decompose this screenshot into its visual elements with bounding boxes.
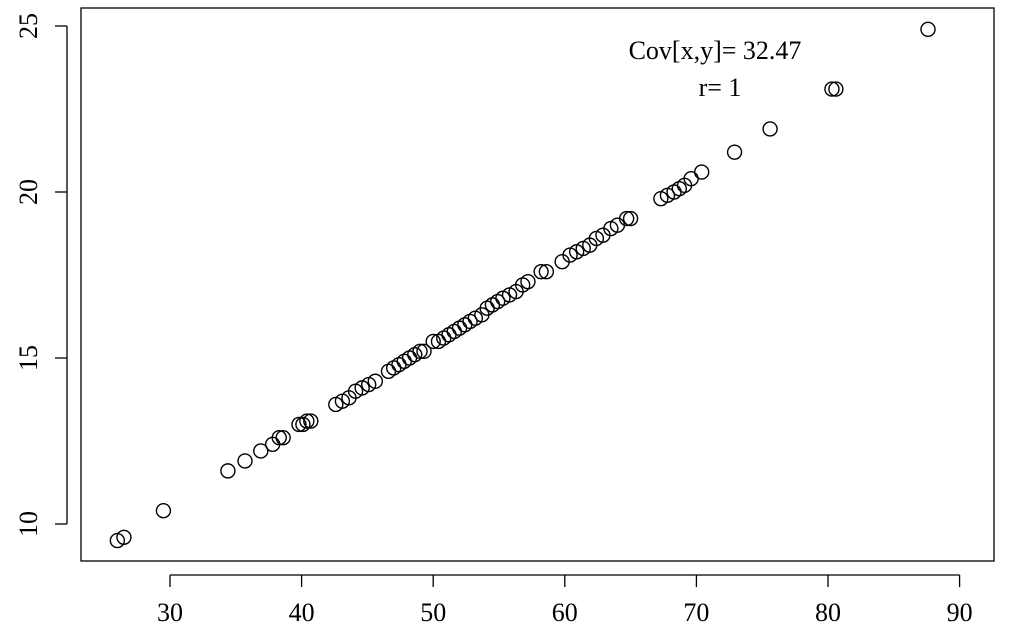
y-axis: 10 15 20 25 [14, 13, 68, 537]
covariance-annotation: Cov[x,y]= 32.47 [629, 36, 802, 65]
data-point [401, 350, 418, 366]
data-point [412, 343, 428, 360]
data-point [618, 210, 635, 227]
data-point [116, 529, 132, 545]
y-tick-label: 20 [14, 179, 43, 205]
data-point [762, 121, 778, 137]
x-tick-label: 90 [947, 598, 973, 627]
data-point [391, 356, 407, 373]
data-point [380, 363, 397, 379]
data-point [451, 320, 468, 336]
data-point [386, 360, 402, 376]
data-point [693, 164, 710, 180]
data-point [237, 453, 253, 469]
x-tick-label: 50 [420, 598, 446, 627]
y-tick-label: 25 [14, 13, 43, 39]
data-point [622, 210, 639, 227]
data-point [295, 416, 311, 433]
data-point [367, 373, 383, 389]
data-point [446, 323, 462, 340]
data-point [828, 81, 844, 97]
data-point [484, 297, 501, 313]
data-point [520, 273, 536, 290]
data-point [533, 263, 549, 280]
x-tick-label: 80 [815, 598, 841, 627]
x-axis: 30 40 50 60 70 80 90 [157, 574, 973, 627]
data-point [538, 263, 555, 280]
correlation-annotation: r= 1 [699, 73, 742, 102]
plot-frame [80, 7, 995, 562]
x-tick-label: 60 [552, 598, 578, 627]
x-tick-label: 30 [157, 598, 183, 627]
data-point [396, 353, 412, 370]
data-point [253, 443, 269, 459]
data-points [109, 21, 936, 549]
data-point [425, 333, 441, 350]
data-point [457, 317, 473, 333]
data-point [407, 346, 423, 363]
data-point [441, 327, 457, 343]
data-point [299, 413, 315, 429]
data-point [920, 21, 936, 38]
data-point [416, 343, 432, 360]
x-tick-label: 70 [683, 598, 709, 627]
data-point [671, 180, 687, 197]
y-tick-label: 10 [14, 511, 43, 537]
data-point [824, 81, 840, 97]
data-point [275, 429, 291, 446]
data-point [155, 503, 172, 519]
x-tick-label: 40 [289, 598, 315, 627]
data-point [303, 413, 319, 429]
data-point [291, 416, 307, 433]
y-tick-label: 15 [14, 345, 43, 371]
data-point [726, 144, 743, 160]
data-point [271, 429, 287, 446]
data-point [220, 463, 236, 479]
